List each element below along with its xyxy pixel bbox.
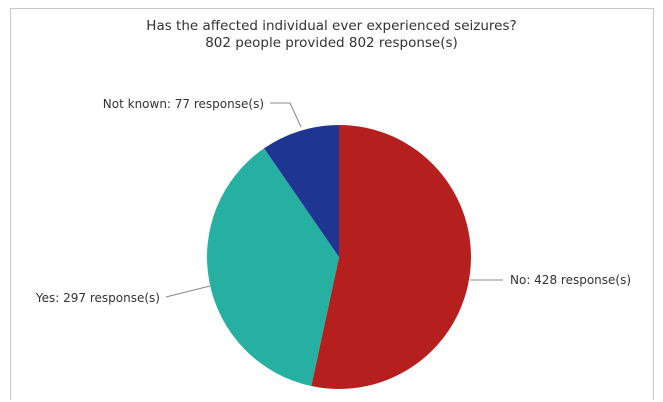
pie-slice-yes	[206, 148, 339, 387]
slice-label-yes: Yes: 297 response(s)	[35, 291, 160, 305]
chart-subtitle: 802 people provided 802 response(s)	[205, 35, 458, 51]
chart-title-block: Has the affected individual ever experie…	[0, 18, 663, 52]
pie-slice-notknown	[264, 125, 339, 257]
chart-title: Has the affected individual ever experie…	[146, 18, 517, 34]
slice-label-notknown: Not known: 77 response(s)	[103, 97, 264, 111]
slice-label-no: No: 428 response(s)	[510, 273, 631, 287]
pie-labels: No: 428 response(s) Yes: 297 response(s) N…	[35, 97, 631, 305]
leader-line-yes	[165, 285, 211, 298]
pie-slice-no	[311, 125, 471, 389]
leader-line-notknown	[270, 102, 302, 128]
pie-slices	[206, 125, 471, 389]
pie-leader-lines	[165, 102, 503, 298]
